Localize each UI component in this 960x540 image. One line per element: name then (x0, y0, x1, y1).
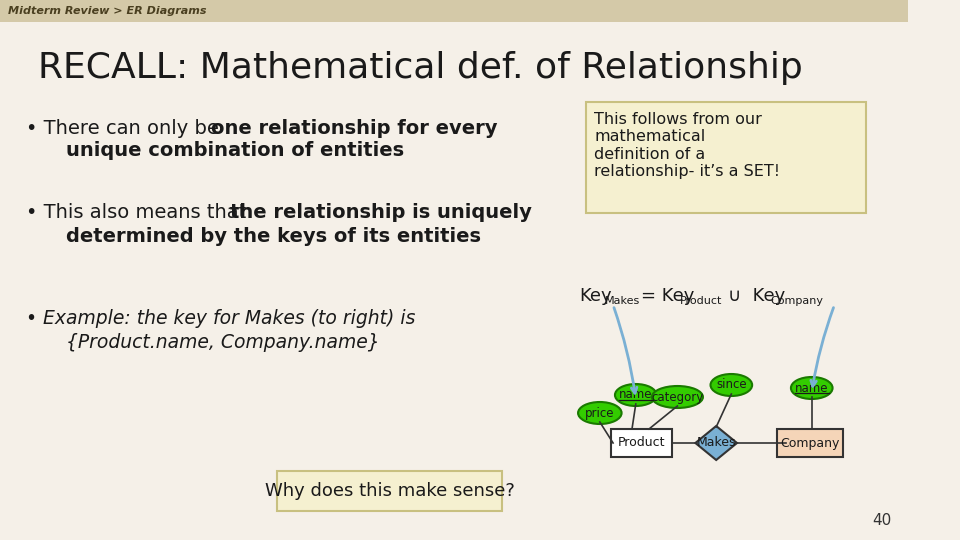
Text: Midterm Review > ER Diagrams: Midterm Review > ER Diagrams (8, 6, 206, 16)
Ellipse shape (710, 374, 752, 396)
Text: since: since (716, 379, 747, 392)
Text: determined by the keys of its entities: determined by the keys of its entities (66, 226, 481, 246)
Text: Product: Product (681, 296, 723, 306)
Text: {Product.name, Company.name}: {Product.name, Company.name} (66, 333, 380, 352)
Polygon shape (695, 426, 737, 460)
Text: 40: 40 (872, 513, 891, 528)
Text: price: price (585, 407, 614, 420)
Text: Company: Company (770, 296, 823, 306)
Text: category: category (651, 390, 704, 403)
Text: Key: Key (579, 287, 612, 305)
Text: name: name (795, 381, 828, 395)
Text: name: name (619, 388, 653, 402)
Text: Makes: Makes (696, 436, 736, 449)
Ellipse shape (652, 386, 703, 408)
Text: This follows from our
mathematical
definition of a
relationship- it’s a SET!: This follows from our mathematical defin… (594, 112, 780, 179)
FancyBboxPatch shape (277, 471, 502, 511)
Ellipse shape (578, 402, 621, 424)
FancyBboxPatch shape (586, 102, 866, 213)
Text: the relationship is uniquely: the relationship is uniquely (229, 204, 532, 222)
Text: Company: Company (780, 436, 840, 449)
Text: Product: Product (617, 436, 665, 449)
Text: • This also means that: • This also means that (27, 204, 253, 222)
FancyBboxPatch shape (0, 0, 908, 22)
Text: RECALL: Mathematical def. of Relationship: RECALL: Mathematical def. of Relationshi… (37, 51, 803, 85)
Ellipse shape (615, 384, 657, 406)
Text: one relationship for every: one relationship for every (211, 118, 497, 138)
Text: Makes: Makes (605, 296, 639, 306)
Text: Why does this make sense?: Why does this make sense? (265, 482, 515, 500)
Text: • There can only be: • There can only be (27, 118, 226, 138)
Ellipse shape (791, 377, 832, 399)
Text: unique combination of entities: unique combination of entities (66, 141, 404, 160)
Text: • Example: the key for Makes (to right) is: • Example: the key for Makes (to right) … (27, 308, 416, 327)
Text: = Key: = Key (640, 287, 694, 305)
FancyBboxPatch shape (612, 429, 672, 457)
Text: ∪  Key: ∪ Key (729, 287, 785, 305)
FancyBboxPatch shape (777, 429, 843, 457)
